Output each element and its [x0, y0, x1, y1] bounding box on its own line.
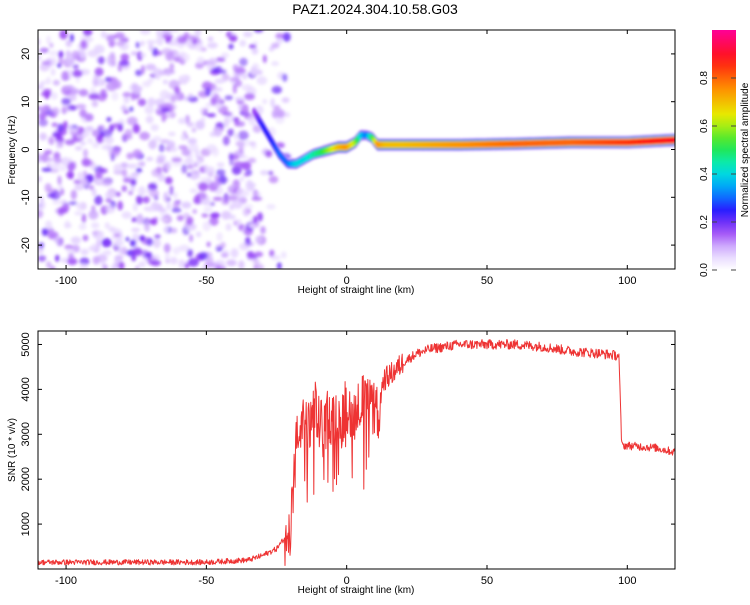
snr-y-tick-label: 5000 [20, 332, 32, 356]
snr-y-tick-label: 1000 [20, 512, 32, 536]
snr-series-line [38, 339, 675, 566]
spectrogram-y-tick-label: -20 [20, 237, 32, 253]
colorbar-tick-label: 0.8 [699, 71, 710, 85]
spectrogram-y-tick-label: -10 [20, 189, 32, 205]
spectrogram-x-tick-label: 0 [344, 275, 350, 287]
spectrogram-y-axis-label: Frequency (Hz) [7, 116, 18, 185]
spectrogram-x-axis-label: Height of straight line (km) [298, 285, 415, 296]
snr-x-axis-label: Height of straight line (km) [298, 585, 415, 596]
spectrogram-x-tick-label: 100 [618, 275, 636, 287]
snr-y-axis-label: SNR (10 * v/v) [7, 418, 18, 482]
spectrogram-plot-frame [37, 29, 676, 270]
snr-x-tick-label: 100 [618, 575, 636, 587]
colorbar-tick-label: 0.6 [699, 119, 710, 133]
figure-title: PAZ1.2024.304.10.58.G03 [292, 1, 458, 17]
spectrogram-x-tick-label: -100 [55, 275, 77, 287]
snr-y-tick-label: 4000 [20, 377, 32, 401]
colorbar-tick-label: 0.0 [699, 263, 710, 277]
colorbar-tick-label: 0.4 [699, 167, 710, 181]
snr-panel: -100 -50 0 50 100 1000 2000 3000 4000 5000 Height… [7, 330, 676, 596]
snr-x-tick-label: -100 [55, 575, 77, 587]
colorbar-label: Normalized spectral amplitude [740, 82, 750, 217]
spectrogram-y-tick-label: 0 [20, 146, 32, 152]
spectrogram-x-tick-label: 50 [481, 275, 493, 287]
spectrogram-y-tick-label: 20 [20, 48, 32, 60]
spectrogram-noise-region [38, 30, 291, 269]
spectrogram-y-tick-label: 10 [20, 96, 32, 108]
snr-x-tick-label: 0 [344, 575, 350, 587]
spectrogram-ridge [251, 106, 675, 170]
snr-y-tick-label: 2000 [20, 467, 32, 491]
snr-plot-frame [37, 330, 676, 570]
snr-x-tick-label: 50 [481, 575, 493, 587]
colorbar-gradient [712, 30, 736, 270]
colorbar: 0.0 0.2 0.4 0.6 0.8 Normalized spectral ampl… [699, 30, 750, 277]
snr-x-tick-label: -50 [198, 575, 214, 587]
spectrogram-x-tick-label: -50 [198, 275, 214, 287]
colorbar-tick-label: 0.2 [699, 215, 710, 229]
snr-y-tick-label: 3000 [20, 422, 32, 446]
